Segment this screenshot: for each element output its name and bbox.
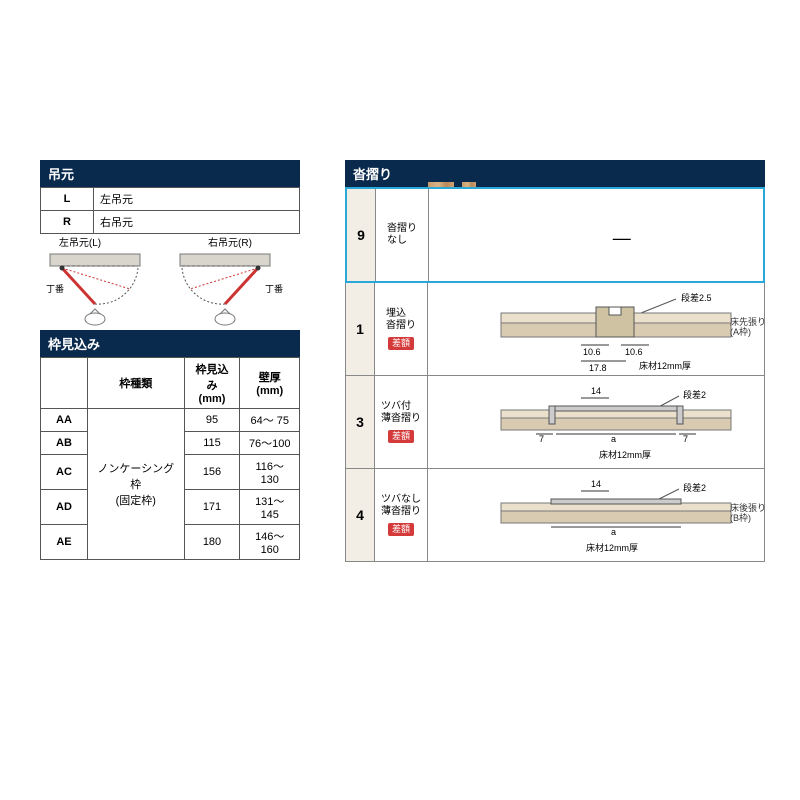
frame-title: 枠見込み bbox=[40, 330, 300, 357]
svg-text:床材12mm厚: 床材12mm厚 bbox=[586, 542, 638, 553]
svg-text:14: 14 bbox=[591, 386, 601, 396]
sill-num: 3 bbox=[346, 376, 375, 468]
sill-name: ツバ付 薄沓摺り 差額 bbox=[375, 376, 428, 468]
sill-diagram-1: 段差2.5 10.6 10.6 17.8 床材12mm厚 bbox=[428, 283, 764, 375]
sill-name: ツバなし 薄沓摺り 差額 bbox=[375, 469, 428, 561]
sill-section: 沓摺り 9 沓摺り なし — 1 埋込 沓摺り 差額 bbox=[345, 160, 765, 562]
hinge-right-label: 右吊元(R) bbox=[208, 236, 252, 249]
dash: — bbox=[613, 228, 631, 249]
col-mikomi: 枠見込み (mm) bbox=[184, 358, 240, 409]
sill-name: 埋込 沓摺り 差額 bbox=[375, 283, 428, 375]
hinge-label: 左吊元 bbox=[94, 188, 300, 211]
hinge-code: R bbox=[41, 211, 94, 234]
sill-num: 1 bbox=[346, 283, 375, 375]
floor-note: 床先張り (A枠) bbox=[730, 317, 766, 338]
sill-name: 沓摺り なし bbox=[376, 189, 429, 281]
sill-title: 沓摺り bbox=[345, 160, 765, 187]
sill-num: 9 bbox=[347, 189, 376, 281]
hinge-table: L 左吊元 R 右吊元 bbox=[40, 187, 300, 234]
svg-text:a: a bbox=[611, 434, 616, 444]
svg-text:10.6: 10.6 bbox=[583, 347, 601, 357]
sill-row: 1 埋込 沓摺り 差額 段差2.5 bbox=[345, 283, 765, 376]
svg-text:7: 7 bbox=[539, 434, 544, 444]
sill-diagram-4: 14 段差2 a 床材12mm厚 床後張り (B枠) bbox=[428, 469, 764, 561]
col-wall: 壁厚 (mm) bbox=[240, 358, 300, 409]
table-row: R 右吊元 bbox=[41, 211, 300, 234]
sill-num: 4 bbox=[346, 469, 375, 561]
table-header-row: 枠種類 枠見込み (mm) 壁厚 (mm) bbox=[41, 358, 300, 409]
svg-text:7: 7 bbox=[683, 434, 688, 444]
sagaku-badge: 差額 bbox=[388, 430, 414, 443]
table-row: L 左吊元 bbox=[41, 188, 300, 211]
svg-text:段差2: 段差2 bbox=[683, 482, 706, 493]
svg-text:床材12mm厚: 床材12mm厚 bbox=[639, 360, 691, 371]
frame-group: ノンケーシング枠 (固定枠) bbox=[88, 409, 185, 560]
col-type: 枠種類 bbox=[88, 358, 185, 409]
sagaku-badge: 差額 bbox=[388, 337, 414, 350]
hinge-code: L bbox=[41, 188, 94, 211]
table-row: AA ノンケーシング枠 (固定枠) 95 64～ 75 bbox=[41, 409, 300, 432]
hinge-left-label: 左吊元(L) bbox=[59, 236, 101, 249]
svg-text:床材12mm厚: 床材12mm厚 bbox=[599, 449, 651, 460]
svg-text:10.6: 10.6 bbox=[625, 347, 643, 357]
svg-text:段差2: 段差2 bbox=[683, 389, 706, 400]
svg-text:丁番: 丁番 bbox=[265, 283, 283, 294]
svg-text:丁番: 丁番 bbox=[46, 283, 64, 294]
svg-text:a: a bbox=[611, 527, 616, 537]
sill-row: 4 ツバなし 薄沓摺り 差額 14 段差2 a bbox=[345, 469, 765, 562]
sill-diagram: — bbox=[429, 189, 763, 281]
svg-text:段差2.5: 段差2.5 bbox=[681, 292, 712, 303]
hinge-label: 右吊元 bbox=[94, 211, 300, 234]
hinge-diagram: 左吊元(L) 丁番 右吊元(R) bbox=[40, 234, 300, 324]
svg-text:14: 14 bbox=[591, 479, 601, 489]
hinge-section: 吊元 L 左吊元 R 右吊元 左吊元(L) bbox=[40, 160, 320, 324]
sill-row: 3 ツバ付 薄沓摺り 差額 14 段差2 bbox=[345, 376, 765, 469]
hinge-title: 吊元 bbox=[40, 160, 300, 187]
sill-row: 9 沓摺り なし — bbox=[345, 187, 765, 283]
frame-table: 枠種類 枠見込み (mm) 壁厚 (mm) AA ノンケーシング枠 (固定枠) … bbox=[40, 357, 300, 560]
sagaku-badge: 差額 bbox=[388, 523, 414, 536]
svg-text:17.8: 17.8 bbox=[589, 363, 607, 373]
floor-note: 床後張り (B枠) bbox=[730, 503, 766, 524]
sill-diagram-3: 14 段差2 7 a bbox=[428, 376, 764, 468]
frame-section: 枠見込み 枠種類 枠見込み (mm) 壁厚 (mm) AA ノンケーシング枠 (… bbox=[40, 330, 320, 560]
